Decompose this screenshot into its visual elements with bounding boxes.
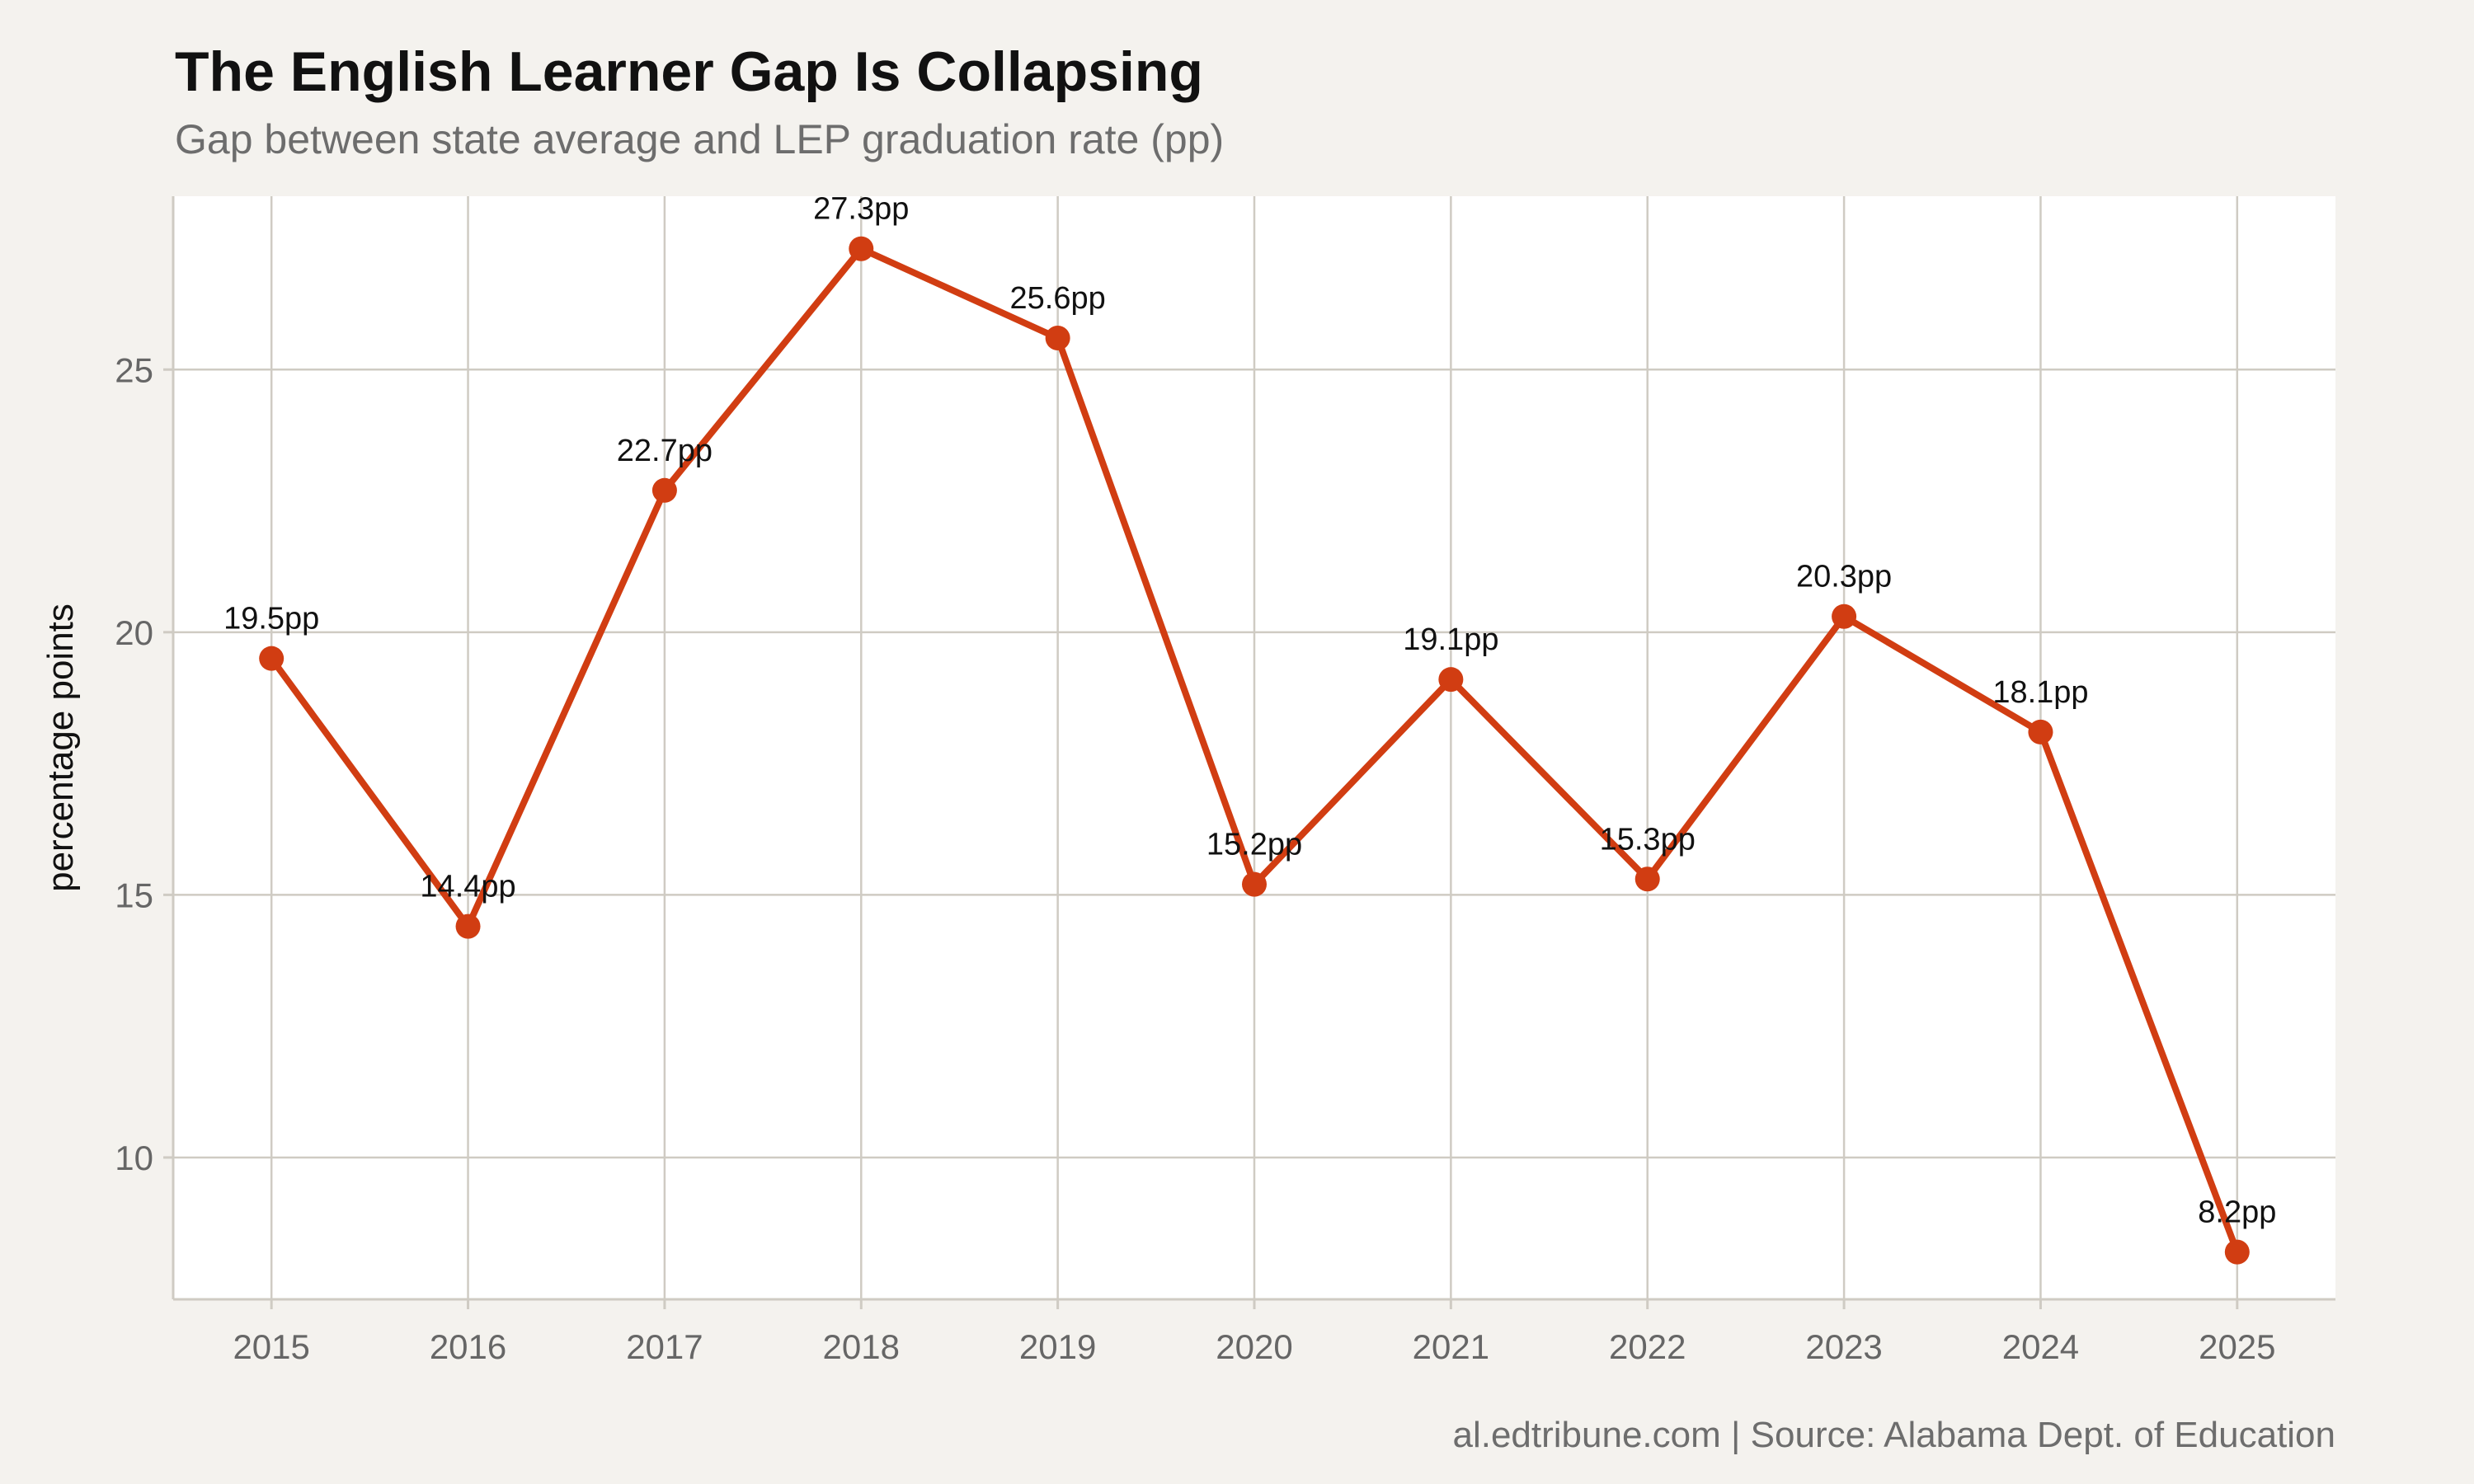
x-tick-label: 2021 xyxy=(1413,1327,1489,1366)
x-tick-label: 2017 xyxy=(626,1327,703,1366)
x-tick-label: 2019 xyxy=(1019,1327,1096,1366)
data-label: 18.1pp xyxy=(1992,675,2088,710)
data-point xyxy=(2028,719,2053,744)
y-tick-label: 25 xyxy=(115,350,153,389)
data-point xyxy=(849,236,874,261)
x-tick-label: 2020 xyxy=(1216,1327,1292,1366)
x-tick-label: 2025 xyxy=(2199,1327,2275,1366)
data-label: 25.6pp xyxy=(1010,281,1106,316)
x-tick-label: 2024 xyxy=(2002,1327,2079,1366)
series-layer xyxy=(259,236,2250,1265)
data-point xyxy=(455,913,481,939)
data-point xyxy=(2224,1239,2250,1265)
chart-caption: al.edtribune.com | Source: Alabama Dept.… xyxy=(1452,1415,2335,1455)
y-tick-label: 20 xyxy=(115,613,153,652)
data-label: 27.3pp xyxy=(813,192,909,227)
data-label: 15.2pp xyxy=(1206,828,1302,862)
data-point xyxy=(1832,603,1857,629)
x-tick-label: 2015 xyxy=(233,1327,309,1366)
data-label: 20.3pp xyxy=(1796,560,1892,594)
chart-title: The English Learner Gap Is Collapsing xyxy=(175,40,1203,103)
data-point xyxy=(1438,667,1464,693)
chart-subtitle: Gap between state average and LEP gradua… xyxy=(175,116,1225,162)
y-tick-label: 10 xyxy=(115,1139,153,1177)
x-tick-label: 2022 xyxy=(1609,1327,1686,1366)
data-label: 8.2pp xyxy=(2198,1195,2276,1230)
data-label: 22.7pp xyxy=(617,434,713,468)
data-label: 19.5pp xyxy=(223,602,319,636)
data-point xyxy=(1242,871,1267,897)
y-tick-label: 15 xyxy=(115,876,153,914)
x-tick-label: 2016 xyxy=(430,1327,506,1366)
y-axis-title: percentage points xyxy=(40,603,81,892)
data-label: 15.3pp xyxy=(1600,822,1696,857)
grid-lines xyxy=(173,196,2335,1299)
data-point xyxy=(651,477,677,503)
y-axis-ticks: 10 15 20 25 xyxy=(115,350,173,1177)
data-point xyxy=(1634,866,1660,892)
data-label: 19.1pp xyxy=(1403,622,1498,657)
x-axis-ticks: 2015 2016 2017 2018 2019 2020 2021 2022 2023 2024… xyxy=(233,1299,2276,1366)
x-tick-label: 2023 xyxy=(1805,1327,1882,1366)
data-point xyxy=(1045,326,1070,351)
data-point xyxy=(259,646,285,671)
data-label: 14.4pp xyxy=(420,870,515,904)
data-labels: 19.5pp 14.4pp 22.7pp 27.3pp 25.6pp 15.2pp 19.1… xyxy=(223,192,2276,1230)
x-tick-label: 2018 xyxy=(823,1327,900,1366)
